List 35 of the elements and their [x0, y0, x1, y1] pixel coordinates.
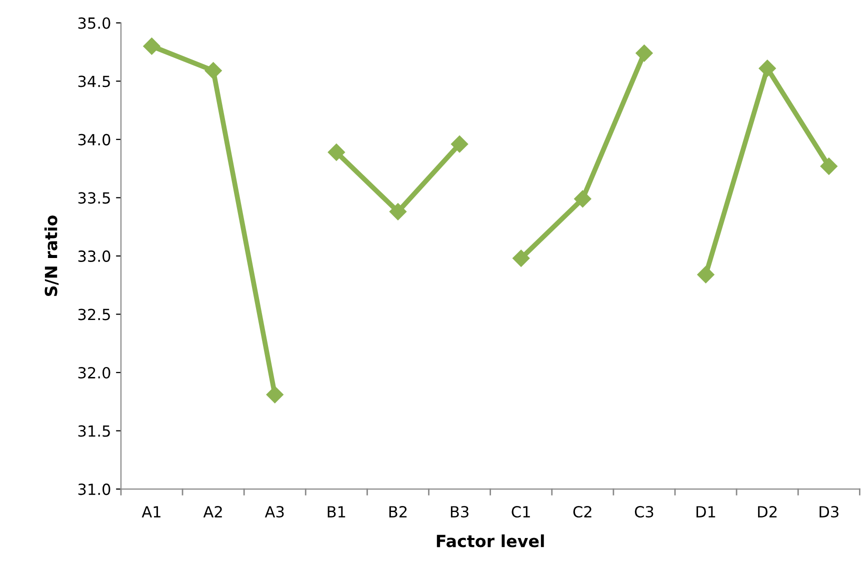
- point: [574, 190, 592, 208]
- y-tick-label: 31.0: [78, 484, 110, 496]
- y-tick-label: 33.0: [78, 250, 110, 262]
- point: [143, 38, 160, 55]
- y-tick-label: 34.0: [78, 134, 110, 146]
- x-tick-label: B1: [328, 506, 346, 518]
- x-tick-label: A3: [264, 506, 284, 518]
- point: [758, 60, 776, 77]
- point: [636, 44, 653, 62]
- x-tick-label: D1: [696, 506, 716, 518]
- x-tick-label: A1: [142, 506, 160, 518]
- y-tick-label: 32.5: [78, 308, 110, 320]
- y-tick-label: 32.0: [78, 366, 110, 379]
- y-axis-title: S/N ratio: [44, 215, 59, 296]
- point: [820, 158, 838, 175]
- x-tick-label: C1: [512, 506, 530, 518]
- point: [450, 136, 468, 153]
- y-tick-label: 31.5: [78, 425, 110, 437]
- point: [266, 386, 284, 404]
- y-tick-label: 33.5: [78, 192, 110, 204]
- x-tick-label: D2: [758, 506, 777, 518]
- point: [389, 203, 407, 220]
- x-tick-label: C3: [634, 506, 654, 518]
- point: [328, 144, 345, 161]
- y-tick-label: 34.5: [78, 76, 110, 88]
- x-axis-title: Factor level: [436, 534, 544, 548]
- x-tick-label: B3: [450, 506, 468, 518]
- x-tick-label: B2: [389, 506, 407, 518]
- y-tick-label: 35.0: [78, 17, 110, 29]
- x-tick-label: A2: [203, 506, 222, 518]
- x-tick-label: C2: [573, 506, 592, 518]
- point: [512, 250, 530, 267]
- point: [204, 62, 222, 80]
- point: [697, 266, 714, 284]
- x-tick-label: D3: [820, 506, 838, 518]
